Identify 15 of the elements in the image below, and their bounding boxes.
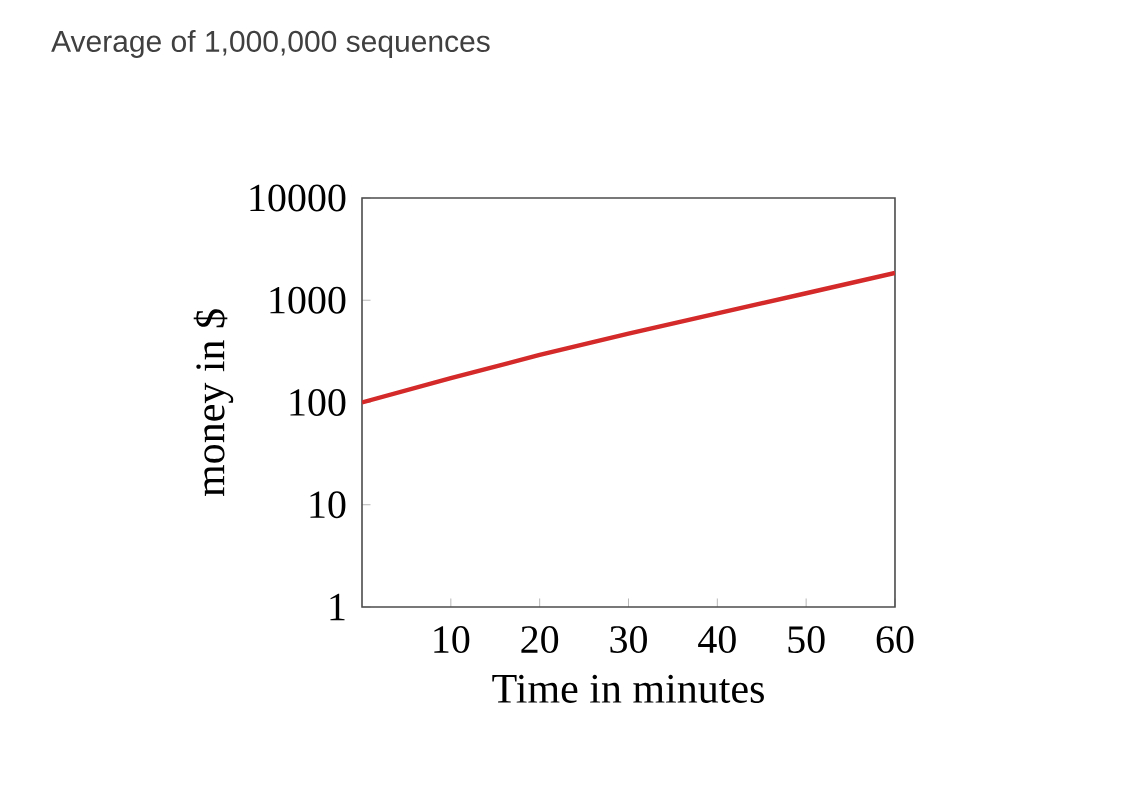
y-tick-label: 1000 [270, 286, 346, 314]
y-tick-label: 10000 [250, 184, 346, 212]
x-tick-label: 60 [876, 626, 914, 654]
x-tick-label: 10 [434, 626, 470, 654]
x-tick-label: 30 [610, 626, 647, 654]
y-axis-title: money in $ [193, 309, 234, 497]
x-tick-label: 50 [788, 626, 825, 654]
y-tick-label: 10 [310, 491, 346, 519]
line-series [362, 270, 895, 405]
y-tick-label: 100 [290, 388, 346, 416]
x-tick-label: 20 [521, 626, 559, 654]
x-tick-label: 40 [698, 626, 736, 654]
y-tick-label: 1 [330, 593, 345, 621]
chart-title: Average of 1,000,000 sequences [51, 30, 490, 58]
x-axis-title: Time in minutes [492, 674, 764, 703]
